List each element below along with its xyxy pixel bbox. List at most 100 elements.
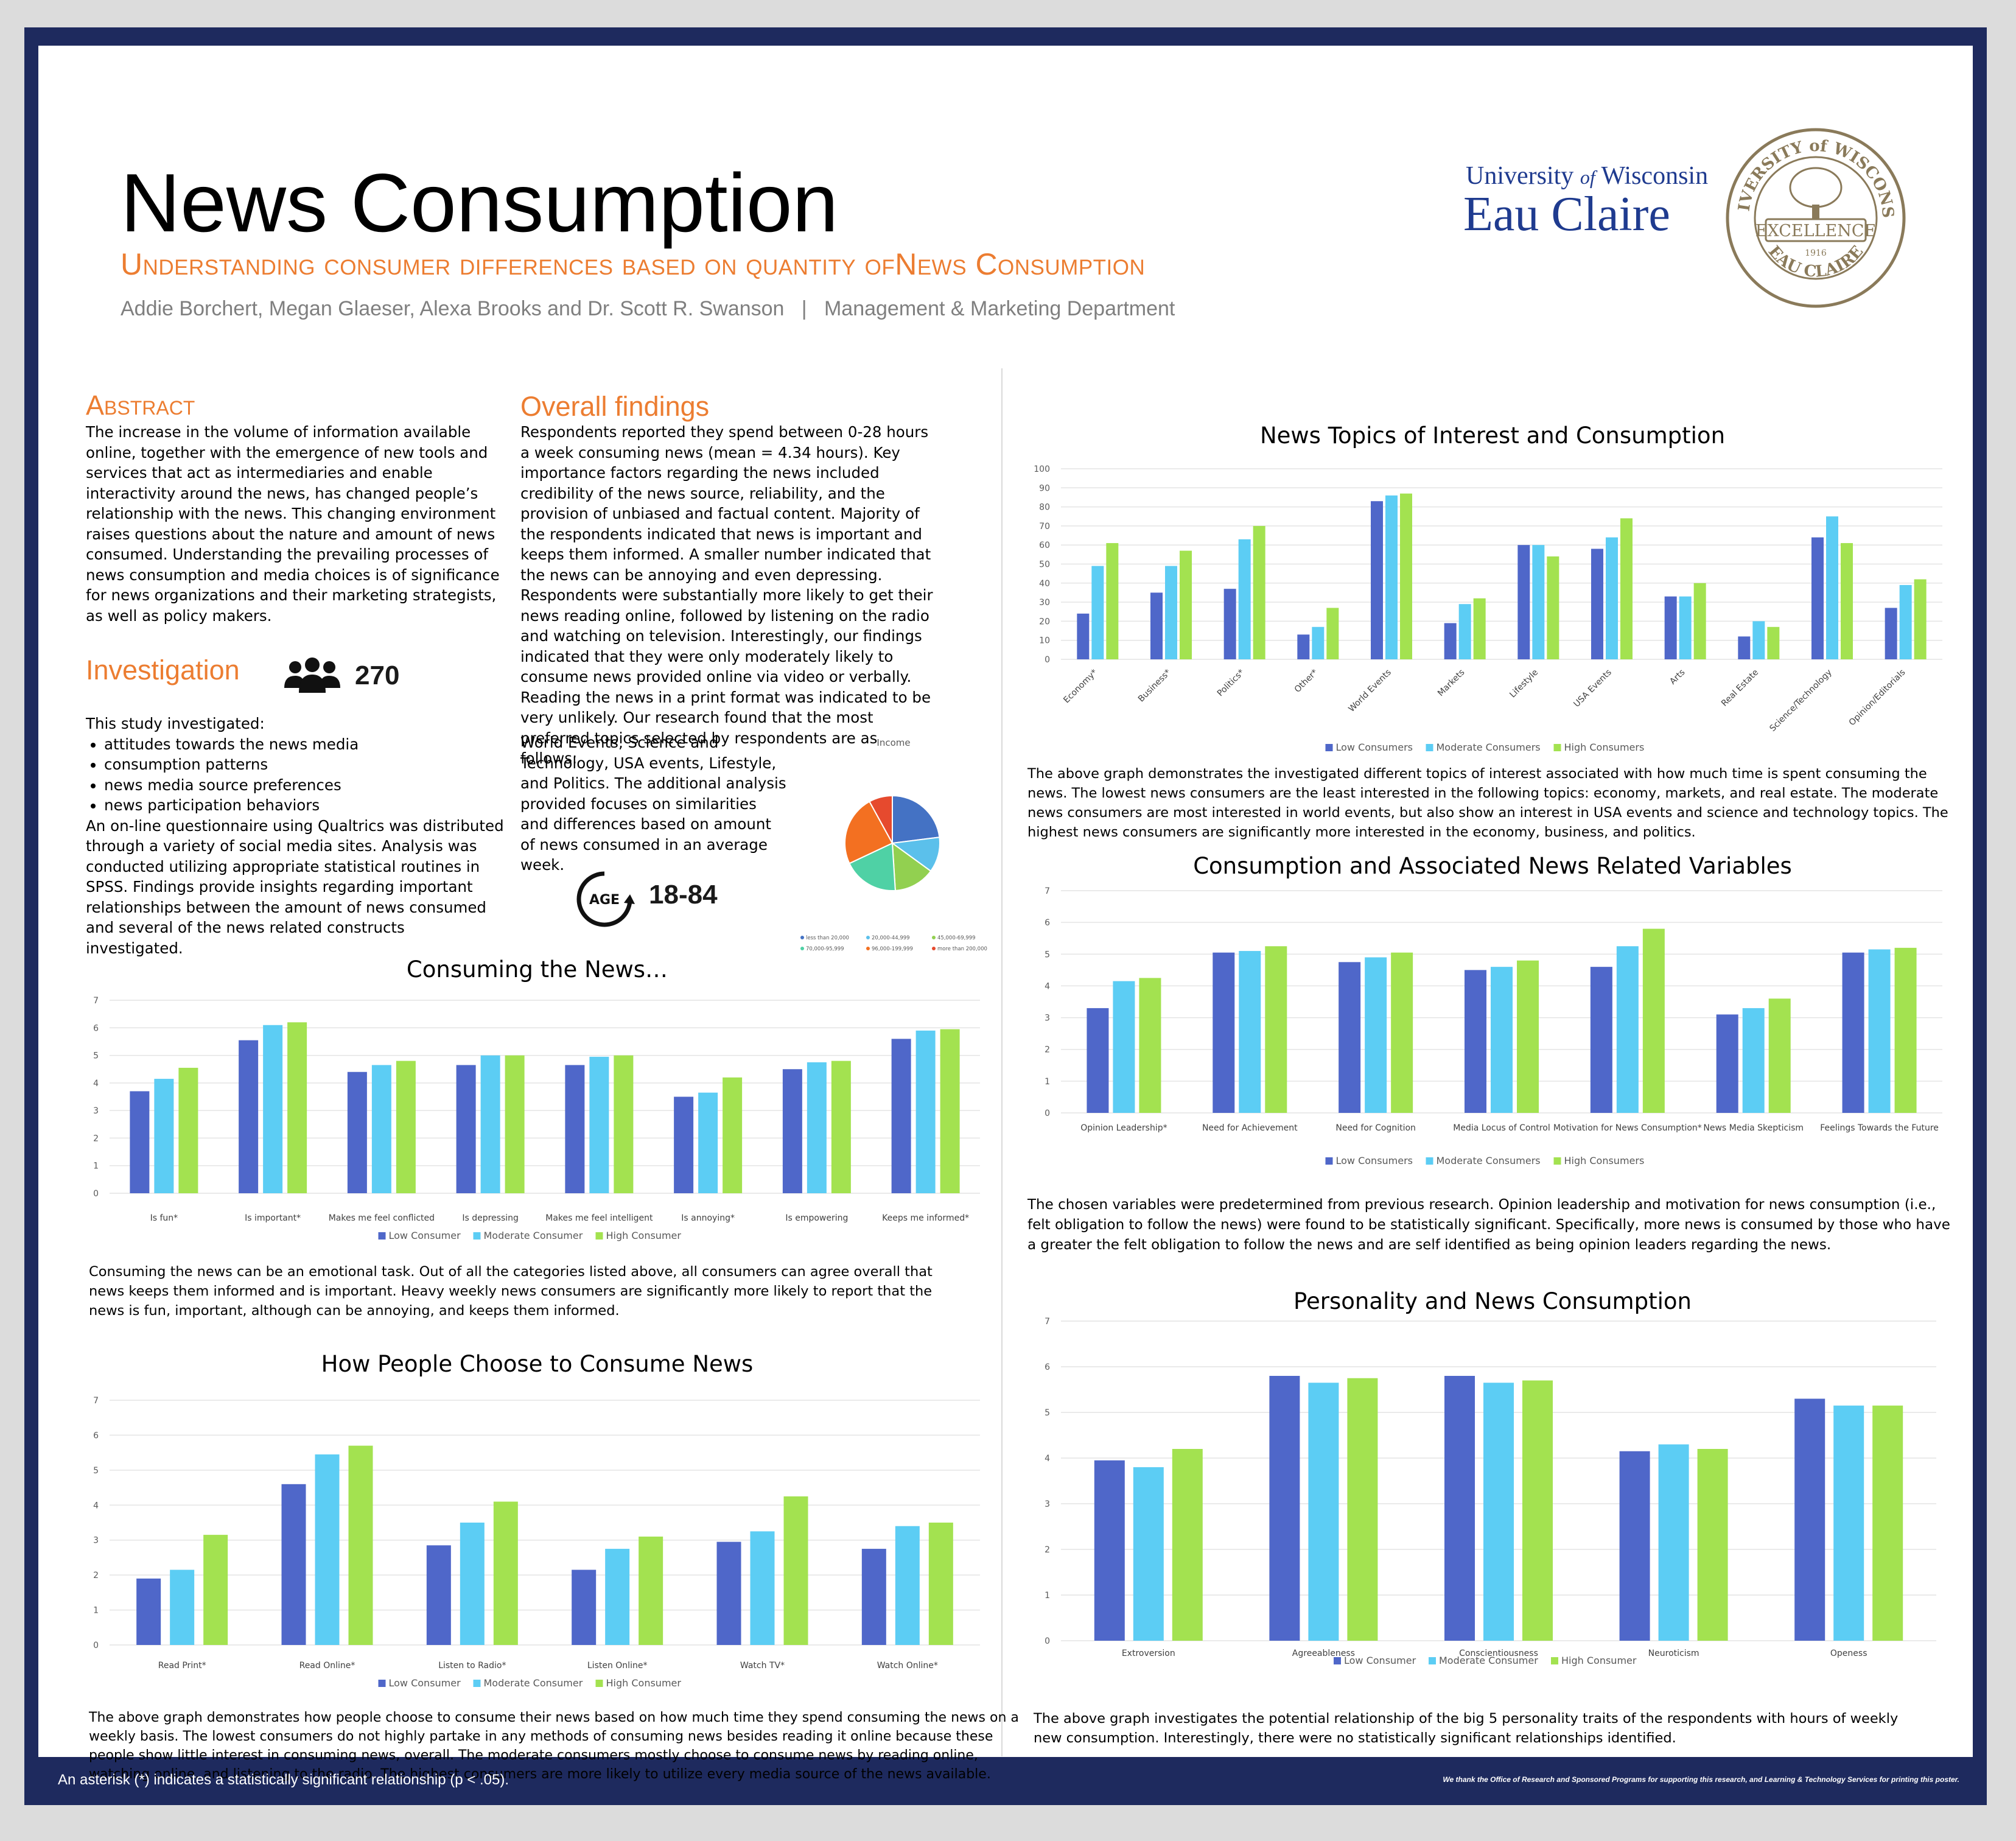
chart-title: Consumption and Associated News Related …	[1193, 853, 1792, 879]
legend-label: High Consumers	[1564, 742, 1645, 753]
bar-moderate-consumers	[1826, 516, 1838, 659]
y-tick-label: 2	[93, 1134, 99, 1143]
x-category-label: Watch Online*	[877, 1661, 938, 1671]
legend-label: High Consumers	[1564, 1155, 1645, 1166]
bar-low-consumers	[1885, 608, 1897, 659]
x-category-label: Need for Cognition	[1335, 1123, 1416, 1133]
legend-label: Moderate Consumer	[484, 1230, 583, 1241]
bar-low-consumers	[1297, 634, 1310, 659]
y-tick-label: 7	[1045, 886, 1050, 896]
legend-label: Low Consumers	[1336, 742, 1413, 753]
y-tick-label: 50	[1039, 560, 1050, 570]
y-tick-label: 0	[93, 1189, 99, 1199]
x-category-label: Opinion/Editorials	[1847, 668, 1908, 728]
bar-high-consumers	[1473, 598, 1486, 659]
bar-low-consumer	[782, 1069, 802, 1193]
bar-high-consumer	[505, 1055, 525, 1193]
list-item: attitudes towards the news media	[104, 734, 506, 755]
legend-label: Moderate Consumers	[1437, 1155, 1541, 1166]
poster-title: News Consumption	[121, 156, 839, 249]
bar-low-consumer	[565, 1065, 585, 1193]
bar-high-consumer	[178, 1067, 198, 1193]
bar-low-consumer	[674, 1096, 694, 1193]
x-category-label: Other*	[1293, 668, 1320, 695]
investigation-heading: Investigation	[86, 654, 240, 686]
bar-low-consumers	[1223, 589, 1236, 659]
legend-swatch	[595, 1680, 603, 1687]
bar-low-consumers	[1842, 952, 1864, 1113]
people-icon	[284, 658, 340, 693]
participant-count: 270	[355, 661, 400, 690]
y-tick-label: 1	[93, 1162, 99, 1171]
legend-swatch	[1325, 744, 1333, 751]
how-consume-chart: How People Choose to Consume News 0 1 2 3 4 5 6…	[93, 1351, 980, 1689]
bar-high-consumers	[1914, 579, 1927, 659]
bar-high-consumer	[928, 1523, 953, 1645]
x-category-label: Business*	[1136, 668, 1173, 704]
news-topics-chart: News Topics of Interest and Consumption 0…	[1034, 423, 1942, 753]
pie-legend-swatch	[932, 936, 936, 939]
bar-moderate-consumer	[589, 1056, 609, 1193]
investigation-list: attitudes towards the news media consump…	[86, 734, 506, 816]
x-category-label: USA Events	[1572, 668, 1613, 709]
bar-moderate-consumer	[170, 1569, 195, 1645]
chart-title: How People Choose to Consume News	[321, 1351, 754, 1377]
bar-low-consumer	[130, 1091, 150, 1193]
bar-moderate-consumer	[263, 1025, 283, 1193]
x-category-label: Openess	[1830, 1649, 1867, 1658]
legend-swatch	[1334, 1657, 1341, 1664]
bar-low-consumers	[1150, 592, 1163, 659]
chart-title: Personality and News Consumption	[1293, 1288, 1692, 1314]
bar-low-consumers	[1213, 952, 1235, 1113]
y-tick-label: 1	[1045, 1591, 1050, 1601]
x-category-label: Is annoying*	[681, 1213, 735, 1223]
bar-moderate-consumer	[807, 1062, 827, 1193]
bar-low-consumers	[1716, 1014, 1738, 1113]
legend-swatch	[595, 1232, 603, 1240]
bar-moderate-consumer	[371, 1065, 391, 1193]
bar-moderate-consumers	[1752, 621, 1765, 659]
x-category-label: Economy*	[1062, 668, 1099, 706]
y-tick-label: 60	[1039, 541, 1050, 550]
chart-title: News Topics of Interest and Consumption	[1260, 423, 1725, 449]
bar-high-consumers	[1326, 608, 1339, 659]
x-category-label: Makes me feel intelligent	[545, 1213, 653, 1223]
investigation-intro: This study investigated:	[86, 715, 265, 732]
legend-swatch	[1426, 1157, 1433, 1165]
age-label: AGE	[589, 892, 620, 908]
pie-slice	[891, 841, 932, 891]
bar-low-consumers	[1591, 549, 1603, 659]
list-item: news media source preferences	[104, 775, 506, 796]
footer-note: An asterisk (*) indicates a statisticall…	[58, 1772, 509, 1788]
x-category-label: Read Print*	[158, 1661, 206, 1671]
y-tick-label: 5	[93, 1051, 99, 1061]
bar-high-consumer	[940, 1029, 960, 1193]
legend-swatch	[378, 1232, 386, 1240]
x-category-label: Markets	[1436, 668, 1467, 699]
seal-year: 1916	[1805, 248, 1827, 258]
bar-moderate-consumer	[315, 1454, 340, 1645]
legend-label: Moderate Consumer	[1439, 1655, 1538, 1666]
bar-high-consumer	[396, 1061, 416, 1193]
x-category-label: Is fun*	[150, 1213, 178, 1223]
legend-label: Low Consumer	[389, 1230, 461, 1241]
bar-high-consumer	[1347, 1378, 1378, 1641]
bar-high-consumers	[1642, 928, 1665, 1113]
x-category-label: Neuroticism	[1648, 1649, 1699, 1658]
pie-legend-swatch	[800, 936, 804, 939]
y-tick-label: 0	[1045, 1636, 1050, 1646]
bar-moderate-consumers	[1616, 946, 1639, 1113]
y-tick-label: 3	[1045, 1014, 1050, 1023]
bar-low-consumers	[1087, 1008, 1109, 1113]
bar-high-consumer	[348, 1445, 373, 1645]
bar-high-consumers	[1693, 583, 1706, 659]
x-category-label: Extroversion	[1122, 1649, 1175, 1658]
y-tick-label: 3	[93, 1536, 99, 1546]
bar-low-consumers	[1371, 501, 1383, 659]
pie-slices	[844, 794, 940, 891]
legend-label: Moderate Consumers	[1437, 742, 1541, 753]
bar-moderate-consumer	[1658, 1444, 1689, 1641]
x-category-label: Lifestyle	[1508, 668, 1540, 700]
y-tick-label: 0	[1045, 1109, 1050, 1118]
bar-high-consumers	[1400, 493, 1412, 659]
